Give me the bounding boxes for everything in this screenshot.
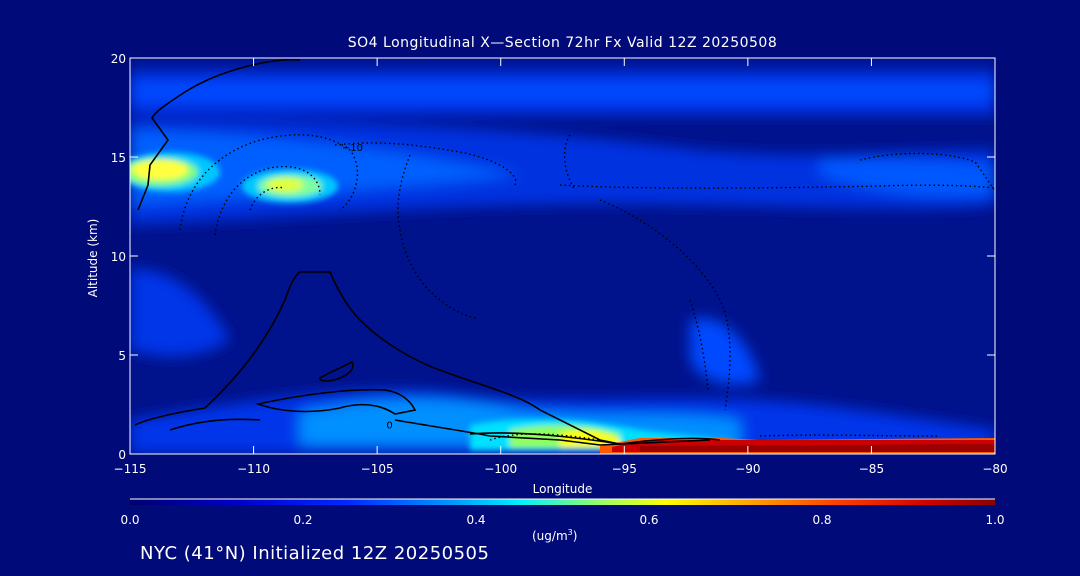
contour-labels: −10 0 [342, 143, 393, 431]
x-tick-label: −110 [237, 462, 270, 476]
colorbar-tick-label: 0.8 [812, 513, 831, 527]
contour-lines-dotted [179, 134, 995, 441]
y-tick-label: 5 [118, 349, 126, 363]
x-tick-label: −85 [859, 462, 884, 476]
x-tick-label: −115 [114, 462, 147, 476]
y-axis-label: Altitude (km) [86, 218, 100, 298]
footer-initialized-text: NYC (41°N) Initialized 12Z 20250505 [140, 543, 490, 564]
colorbar-tick-label: 0.2 [293, 513, 312, 527]
x-tick-label: −105 [361, 462, 394, 476]
colorbar-unit-close: ) [572, 529, 578, 543]
x-tick-label: −80 [982, 462, 1007, 476]
contour-label: 0 [386, 420, 392, 431]
y-tick-label: 15 [111, 151, 126, 165]
colorbar-unit-base: (ug/m [532, 529, 568, 543]
x-tick-label: −100 [484, 462, 517, 476]
colorbar-tick-label: 0.4 [466, 513, 485, 527]
colorbar-tick-label: 0.0 [120, 513, 139, 527]
y-axis: 0 5 10 15 20 [111, 52, 995, 462]
colorbar-unit-exponent: 3 [567, 528, 573, 537]
x-axis: −115 −110 −105 −10 0 −95 −90 −85 −80 [114, 58, 1008, 476]
colorbar-tick-label: 0.6 [639, 513, 658, 527]
colorbar-ticks: 0.0 0.2 0.4 0.6 0.8 1.0 [120, 513, 1004, 527]
x-tick-label: −90 [735, 462, 760, 476]
colorbar [130, 499, 995, 505]
colorbar-unit: (ug/m3) [532, 528, 577, 543]
x-axis-label: Longitude [532, 482, 593, 496]
chart-title: SO4 Longitudinal X—Section 72hr Fx Valid… [347, 35, 778, 51]
contour-label: −10 [342, 143, 363, 154]
contour-lines-solid [134, 58, 721, 446]
y-tick-label: 0 [118, 448, 126, 462]
y-tick-label: 10 [111, 250, 126, 264]
y-tick-label: 20 [111, 52, 126, 66]
x-tick-label: −95 [612, 462, 637, 476]
colorbar-tick-label: 1.0 [985, 513, 1004, 527]
concentration-field [130, 58, 995, 454]
